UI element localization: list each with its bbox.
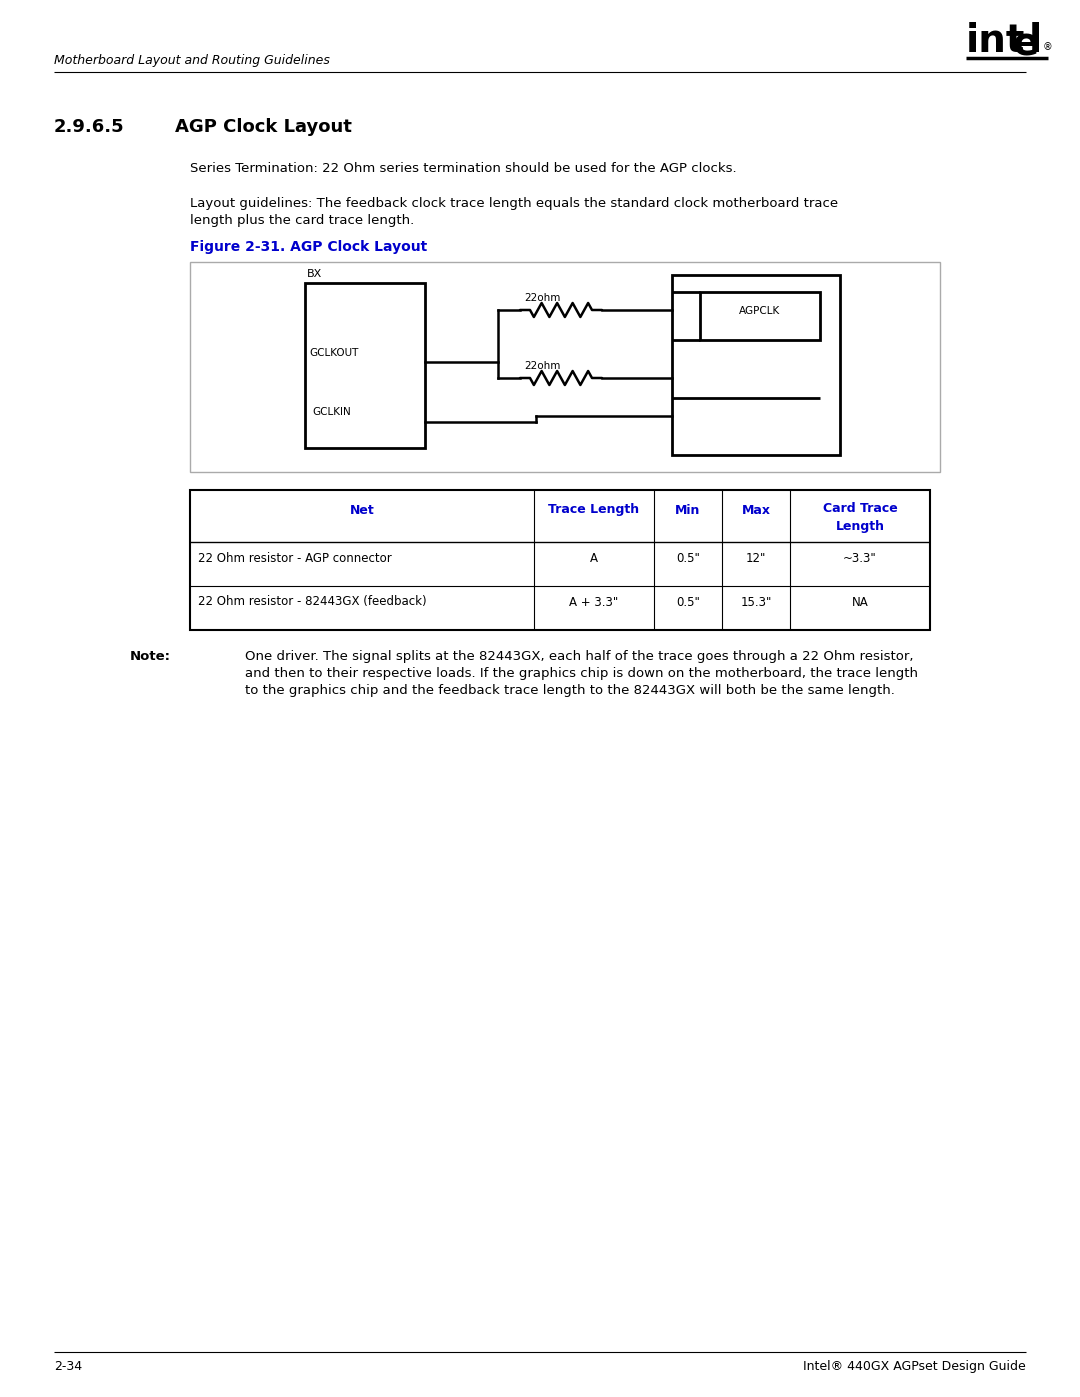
Text: AGP Clock Layout: AGP Clock Layout <box>175 117 352 136</box>
Text: 22 Ohm resistor - AGP connector: 22 Ohm resistor - AGP connector <box>198 552 392 564</box>
Text: ~3.3": ~3.3" <box>843 552 877 564</box>
Text: Series Termination: 22 Ohm series termination should be used for the AGP clocks.: Series Termination: 22 Ohm series termin… <box>190 162 737 175</box>
Text: One driver. The signal splits at the 82443GX, each half of the trace goes throug: One driver. The signal splits at the 824… <box>245 650 914 664</box>
Bar <box>305 284 426 448</box>
Text: Layout guidelines: The feedback clock trace length equals the standard clock mot: Layout guidelines: The feedback clock tr… <box>190 197 838 210</box>
Text: 0.5": 0.5" <box>676 552 700 564</box>
Text: 0.5": 0.5" <box>676 595 700 609</box>
Text: 2.9.6.5: 2.9.6.5 <box>54 117 124 136</box>
Text: Note:: Note: <box>130 650 171 664</box>
Text: Motherboard Layout and Routing Guidelines: Motherboard Layout and Routing Guideline… <box>54 54 329 67</box>
Text: to the graphics chip and the feedback trace length to the 82443GX will both be t: to the graphics chip and the feedback tr… <box>245 685 895 697</box>
Text: A: A <box>590 552 598 564</box>
Text: l: l <box>1029 22 1042 60</box>
Text: GCLKIN: GCLKIN <box>312 407 351 416</box>
Text: 22ohm: 22ohm <box>524 293 561 303</box>
Text: 15.3": 15.3" <box>740 595 772 609</box>
Text: AGPCLK: AGPCLK <box>740 306 781 316</box>
Text: length plus the card trace length.: length plus the card trace length. <box>190 214 415 226</box>
Text: 22 Ohm resistor - 82443GX (feedback): 22 Ohm resistor - 82443GX (feedback) <box>198 595 427 609</box>
Text: Min: Min <box>675 503 701 517</box>
Text: A + 3.3": A + 3.3" <box>569 595 619 609</box>
Bar <box>190 490 930 630</box>
Bar <box>700 292 820 339</box>
Text: int: int <box>966 22 1025 60</box>
Text: ®: ® <box>1043 42 1053 52</box>
Text: 12": 12" <box>746 552 766 564</box>
Bar <box>190 263 940 472</box>
Text: GCLKOUT: GCLKOUT <box>309 348 359 358</box>
Bar <box>672 275 840 455</box>
Text: 2-34: 2-34 <box>54 1361 82 1373</box>
Text: 22ohm: 22ohm <box>524 360 561 372</box>
Text: Card Trace: Card Trace <box>823 502 897 515</box>
Text: BX: BX <box>307 270 322 279</box>
Text: e: e <box>1012 27 1038 64</box>
Text: Length: Length <box>836 520 885 534</box>
Text: Trace Length: Trace Length <box>549 503 639 517</box>
Text: Figure 2-31. AGP Clock Layout: Figure 2-31. AGP Clock Layout <box>190 240 428 254</box>
Text: and then to their respective loads. If the graphics chip is down on the motherbo: and then to their respective loads. If t… <box>245 666 918 680</box>
Text: NA: NA <box>852 595 868 609</box>
Text: Max: Max <box>742 503 770 517</box>
Text: Net: Net <box>350 503 375 517</box>
Text: Intel® 440GX AGPset Design Guide: Intel® 440GX AGPset Design Guide <box>804 1361 1026 1373</box>
